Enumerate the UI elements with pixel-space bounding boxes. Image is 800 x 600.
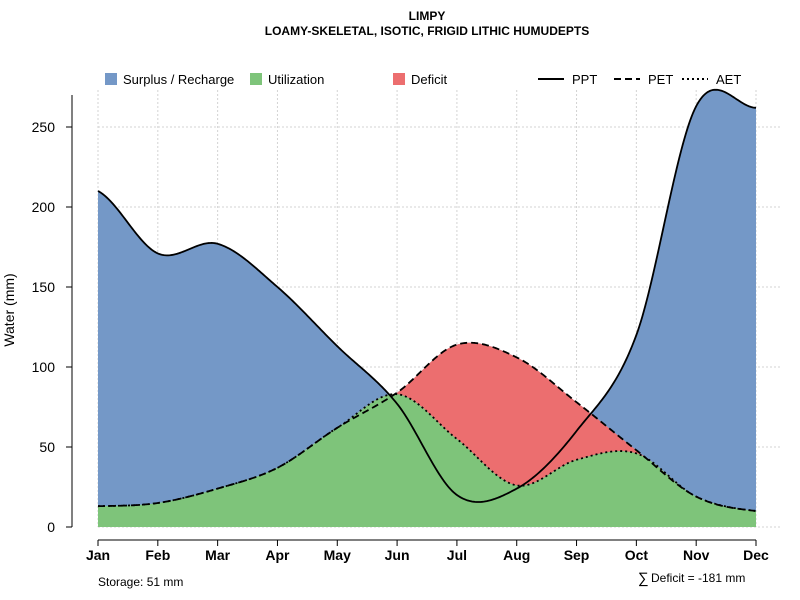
y-tick-label: 150 xyxy=(32,279,56,295)
legend-label: AET xyxy=(716,72,741,87)
utilization-area xyxy=(98,394,756,527)
legend-label: Deficit xyxy=(411,72,448,87)
legend-label: Surplus / Recharge xyxy=(123,72,234,87)
x-tick-label: Apr xyxy=(265,547,290,563)
x-tick-label: Jan xyxy=(86,547,110,563)
x-tick-label: Nov xyxy=(683,547,710,563)
x-tick-label: Jul xyxy=(447,547,467,563)
chart-subtitle: LOAMY-SKELETAL, ISOTIC, FRIGID LITHIC HU… xyxy=(265,24,589,38)
y-tick-label: 100 xyxy=(32,359,56,375)
axes: 0 50 100 150 200 250 Jan Feb Mar Apr May Jun Jul Aug S… xyxy=(32,95,769,563)
x-tick-label: Sep xyxy=(564,547,590,563)
legend-swatch xyxy=(393,73,405,85)
legend-swatch xyxy=(250,73,262,85)
x-tick-label: Oct xyxy=(625,547,649,563)
series-lines xyxy=(97,88,757,512)
ppt-line xyxy=(97,88,757,503)
deficit-total-label: Deficit = -181 mm xyxy=(651,571,745,585)
chart-title: LIMPY xyxy=(409,9,446,23)
x-tick-label: Dec xyxy=(743,547,769,563)
x-tick-label: Feb xyxy=(145,547,170,563)
legend-label: PET xyxy=(648,72,673,87)
x-tick-label: Jun xyxy=(385,547,410,563)
sum-symbol: ∑ xyxy=(638,570,649,587)
y-tick-label: 0 xyxy=(47,519,55,535)
y-tick-label: 50 xyxy=(39,439,55,455)
legend-label: PPT xyxy=(572,72,597,87)
pet-line xyxy=(97,341,757,512)
y-tick-label: 250 xyxy=(32,119,56,135)
storage-label: Storage: 51 mm xyxy=(98,575,183,589)
x-tick-label: May xyxy=(324,547,351,563)
deficit-area xyxy=(98,342,756,511)
y-axis-label: Water (mm) xyxy=(1,273,17,346)
areas xyxy=(98,89,756,527)
x-tick-label: Aug xyxy=(503,547,530,563)
x-tick-label: Mar xyxy=(205,547,230,563)
legend: Surplus / Recharge Utilization Deficit PPT P… xyxy=(105,72,741,87)
legend-label: Utilization xyxy=(268,72,324,87)
y-tick-label: 200 xyxy=(32,199,56,215)
legend-swatch xyxy=(105,73,117,85)
